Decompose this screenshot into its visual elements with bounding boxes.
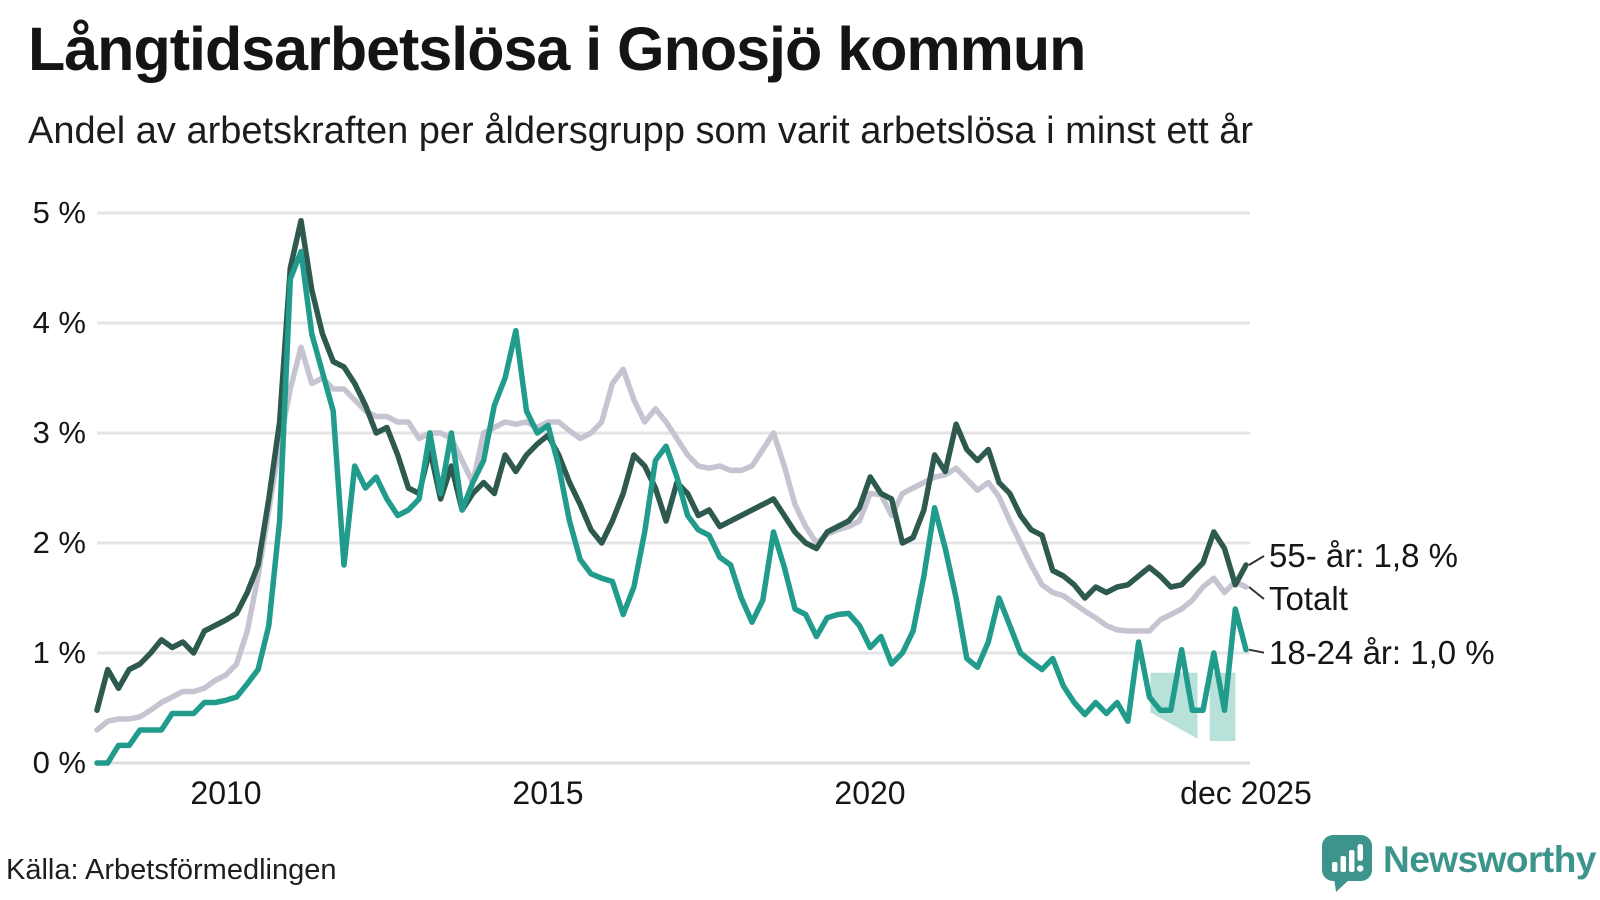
x-tick-label-2010: 2010 <box>190 775 262 811</box>
x-tick-label-2015: 2015 <box>512 775 584 811</box>
y-tick-label-2: 2 % <box>32 525 86 560</box>
source-note: Källa: Arbetsförmedlingen <box>6 854 337 886</box>
y-tick-label-1: 1 % <box>32 635 86 670</box>
chart-subtitle: Andel av arbetskraften per åldersgrupp s… <box>28 110 1254 152</box>
x-tick-label-2020: 2020 <box>834 775 906 811</box>
label-connector <box>1248 648 1265 654</box>
newsworthy-logo-icon <box>1322 835 1372 892</box>
label-connector <box>1248 586 1265 600</box>
y-tick-label-3: 3 % <box>32 415 86 450</box>
y-tick-label-4: 4 % <box>32 305 86 340</box>
series-line-18-24-r <box>94 248 1249 766</box>
label-connector <box>1248 555 1265 566</box>
series-line-totalt <box>94 344 1249 733</box>
brand-name: Newsworthy <box>1383 839 1596 880</box>
brand-logo: Newsworthy <box>1322 835 1596 893</box>
series-end-label-totalt: Totalt <box>1269 580 1348 617</box>
chart-title: Långtidsarbetslösa i Gnosjö kommun <box>28 15 1086 83</box>
x-tick-label-dec-2025: dec 2025 <box>1180 775 1312 811</box>
y-tick-label-5: 5 % <box>32 195 86 230</box>
series-end-label-55-r: 55- år: 1,8 % <box>1269 537 1458 574</box>
y-tick-label-0: 0 % <box>32 745 86 780</box>
series-end-label-18-24-r: 18-24 år: 1,0 % <box>1269 633 1495 671</box>
